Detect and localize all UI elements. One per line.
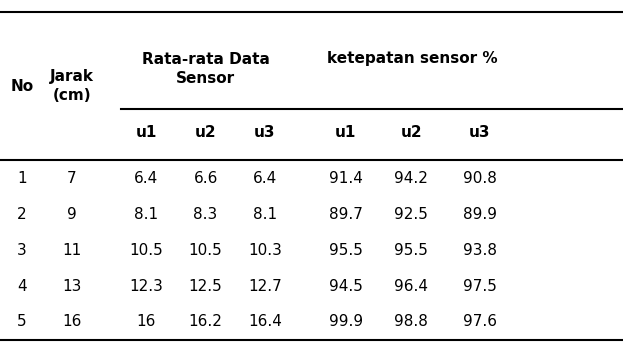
Text: 3: 3 xyxy=(17,243,27,258)
Text: 8.1: 8.1 xyxy=(253,207,277,222)
Text: 97.6: 97.6 xyxy=(463,314,497,329)
Text: Jarak
(cm): Jarak (cm) xyxy=(50,69,93,103)
Text: 16.2: 16.2 xyxy=(189,314,222,329)
Text: ketepatan sensor %: ketepatan sensor % xyxy=(328,51,498,66)
Text: 1: 1 xyxy=(17,171,27,186)
Text: 12.7: 12.7 xyxy=(248,278,282,294)
Text: 89.7: 89.7 xyxy=(329,207,363,222)
Text: 99.9: 99.9 xyxy=(329,314,363,329)
Text: 11: 11 xyxy=(62,243,81,258)
Text: 12.5: 12.5 xyxy=(189,278,222,294)
Text: 16: 16 xyxy=(62,314,82,329)
Text: 89.9: 89.9 xyxy=(463,207,497,222)
Text: 97.5: 97.5 xyxy=(463,278,497,294)
Text: 98.8: 98.8 xyxy=(394,314,428,329)
Text: 7: 7 xyxy=(67,171,77,186)
Text: 6.4: 6.4 xyxy=(135,171,158,186)
Text: 4: 4 xyxy=(17,278,27,294)
Text: 10.3: 10.3 xyxy=(248,243,282,258)
Text: 6.4: 6.4 xyxy=(253,171,277,186)
Text: 10.5: 10.5 xyxy=(130,243,163,258)
Text: No: No xyxy=(10,79,34,94)
Text: u3: u3 xyxy=(469,125,490,140)
Text: u2: u2 xyxy=(401,125,422,140)
Text: u1: u1 xyxy=(136,125,157,140)
Text: 2: 2 xyxy=(17,207,27,222)
Text: 12.3: 12.3 xyxy=(130,278,163,294)
Text: 9: 9 xyxy=(67,207,77,222)
Text: 93.8: 93.8 xyxy=(463,243,497,258)
Text: u2: u2 xyxy=(195,125,216,140)
Text: 13: 13 xyxy=(62,278,82,294)
Text: 5: 5 xyxy=(17,314,27,329)
Text: Rata-rata Data
Sensor: Rata-rata Data Sensor xyxy=(141,52,270,86)
Text: u1: u1 xyxy=(335,125,356,140)
Text: 90.8: 90.8 xyxy=(463,171,497,186)
Text: 92.5: 92.5 xyxy=(394,207,428,222)
Text: 16: 16 xyxy=(136,314,156,329)
Text: 94.2: 94.2 xyxy=(394,171,428,186)
Text: 10.5: 10.5 xyxy=(189,243,222,258)
Text: 91.4: 91.4 xyxy=(329,171,363,186)
Text: 95.5: 95.5 xyxy=(329,243,363,258)
Text: 16.4: 16.4 xyxy=(248,314,282,329)
Text: 96.4: 96.4 xyxy=(394,278,428,294)
Text: 94.5: 94.5 xyxy=(329,278,363,294)
Text: u3: u3 xyxy=(254,125,275,140)
Text: 95.5: 95.5 xyxy=(394,243,428,258)
Text: 8.1: 8.1 xyxy=(135,207,158,222)
Text: 6.6: 6.6 xyxy=(193,171,218,186)
Text: 8.3: 8.3 xyxy=(194,207,217,222)
